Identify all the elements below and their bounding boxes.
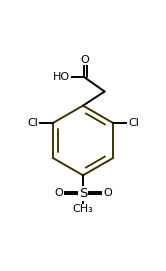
Text: Cl: Cl xyxy=(27,118,38,128)
Text: HO: HO xyxy=(53,72,70,82)
Text: O: O xyxy=(81,55,89,65)
Text: O: O xyxy=(103,188,112,198)
Text: Cl: Cl xyxy=(128,118,139,128)
Text: O: O xyxy=(54,188,63,198)
Text: S: S xyxy=(79,187,87,200)
Text: CH₃: CH₃ xyxy=(73,204,93,214)
